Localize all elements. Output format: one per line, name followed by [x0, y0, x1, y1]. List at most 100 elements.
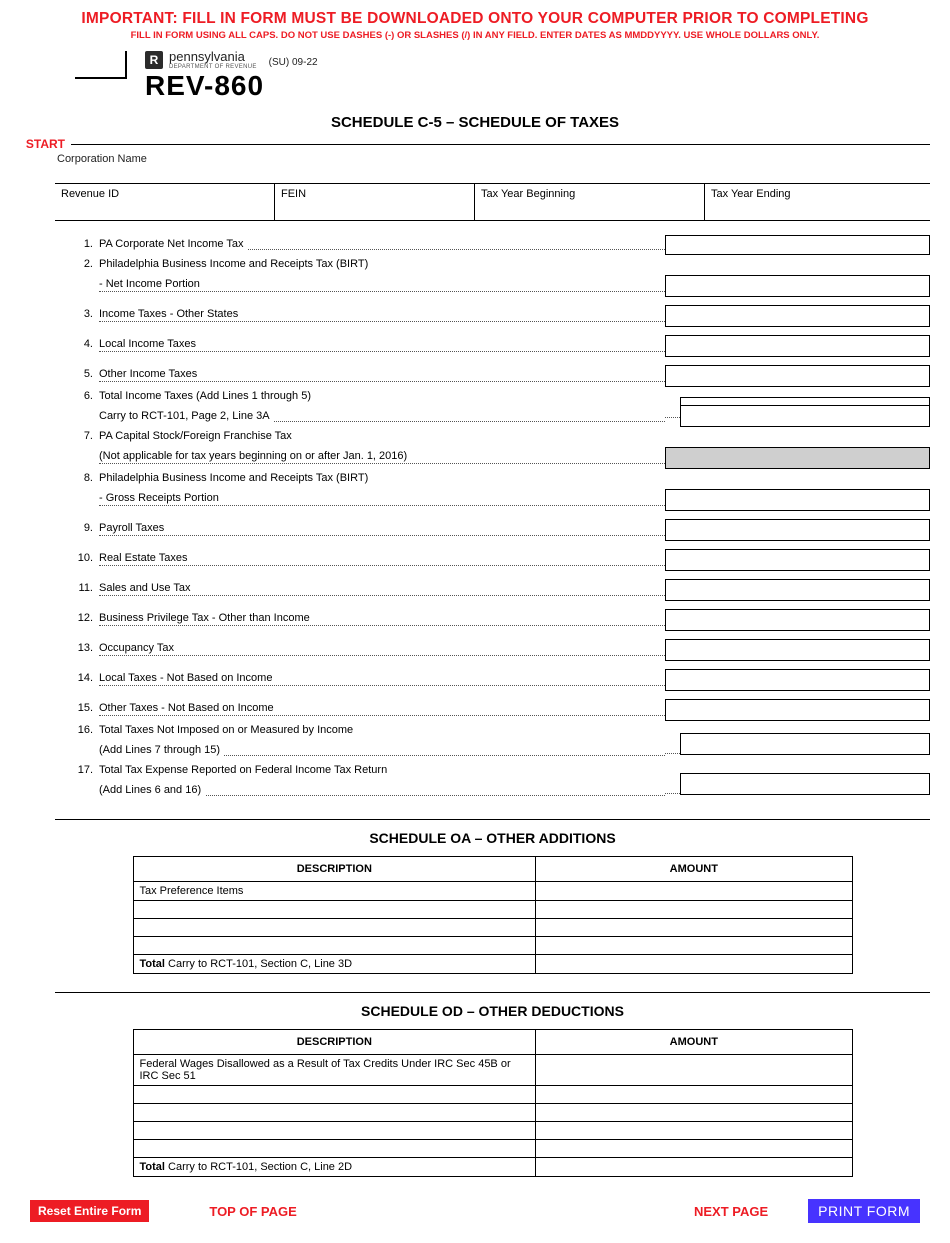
line-label: Other Taxes - Not Based on Income — [99, 699, 665, 721]
oa-row-amt[interactable] — [536, 901, 852, 919]
schedule-oa-table: DESCRIPTION AMOUNT Tax Preference Items … — [133, 856, 853, 974]
line-num: 8. — [55, 469, 99, 489]
start-label: START — [20, 137, 65, 151]
line-5-amount[interactable] — [665, 365, 930, 387]
line-16-amount[interactable] — [680, 733, 930, 755]
od-row-desc[interactable] — [133, 1104, 536, 1122]
next-page-link[interactable]: NEXT PAGE — [694, 1204, 768, 1219]
od-row-desc[interactable] — [133, 1140, 536, 1158]
line-6-amount-box[interactable] — [680, 405, 930, 427]
pa-logo-icon: R — [145, 51, 163, 69]
header-row: R pennsylvania DEPARTMENT OF REVENUE (SU… — [75, 49, 930, 102]
top-of-page-link[interactable]: TOP OF PAGE — [209, 1204, 296, 1219]
line-label: Occupancy Tax — [99, 639, 665, 661]
line-label: Total Tax Expense Reported on Federal In… — [99, 761, 665, 781]
line-label: Total Taxes Not Imposed on or Measured b… — [99, 721, 665, 741]
line-4-amount[interactable] — [665, 335, 930, 357]
line-num: 9. — [55, 519, 99, 541]
reset-form-button[interactable]: Reset Entire Form — [30, 1200, 149, 1222]
od-row-amt[interactable] — [536, 1104, 852, 1122]
line-label: (Add Lines 7 through 15) — [99, 741, 665, 761]
line-11-amount[interactable] — [665, 579, 930, 601]
od-row-amt[interactable] — [536, 1122, 852, 1140]
line-1-amount[interactable] — [665, 235, 930, 255]
line-12-amount[interactable] — [665, 609, 930, 631]
od-row-amt[interactable] — [536, 1140, 852, 1158]
schedule-od-title: SCHEDULE OD – OTHER DEDUCTIONS — [55, 1003, 930, 1019]
corp-name-field[interactable]: Corporation Name — [55, 151, 930, 184]
od-total-amt[interactable] — [536, 1158, 852, 1177]
line-num: 1. — [55, 235, 99, 255]
print-form-button[interactable]: PRINT FORM — [808, 1199, 920, 1223]
od-row-amt[interactable] — [536, 1086, 852, 1104]
line-13-amount[interactable] — [665, 639, 930, 661]
oa-row-desc[interactable] — [133, 937, 536, 955]
fein-field[interactable]: FEIN — [275, 184, 475, 220]
line-label: Sales and Use Tax — [99, 579, 665, 601]
oa-total-row: Total Carry to RCT-101, Section C, Line … — [133, 955, 536, 974]
line-label: Real Estate Taxes — [99, 549, 665, 571]
tax-year-begin-field[interactable]: Tax Year Beginning — [475, 184, 705, 220]
oa-row-amt[interactable] — [536, 919, 852, 937]
page-container: IMPORTANT: FILL IN FORM MUST BE DOWNLOAD… — [0, 0, 950, 1243]
line-num: 15. — [55, 699, 99, 721]
line-num: 12. — [55, 609, 99, 631]
revenue-id-field[interactable]: Revenue ID — [55, 184, 275, 220]
line-10-amount[interactable] — [665, 549, 930, 571]
line-label: Business Privilege Tax - Other than Inco… — [99, 609, 665, 631]
line-label: Local Income Taxes — [99, 335, 665, 357]
form-body: Corporation Name Revenue ID FEIN Tax Yea… — [55, 151, 930, 1177]
line-label: (Add Lines 6 and 16) — [99, 781, 665, 801]
line-3-amount[interactable] — [665, 305, 930, 327]
line-label: Total Income Taxes (Add Lines 1 through … — [99, 387, 665, 407]
schedule-c5-title: SCHEDULE C-5 – SCHEDULE OF TAXES — [20, 114, 930, 131]
line-9-amount[interactable] — [665, 519, 930, 541]
form-revision: (SU) 09-22 — [269, 57, 318, 70]
oa-col-amt: AMOUNT — [536, 857, 852, 882]
oa-row-desc[interactable] — [133, 901, 536, 919]
schedule-oa-title: SCHEDULE OA – OTHER ADDITIONS — [55, 830, 930, 846]
line-label: Payroll Taxes — [99, 519, 665, 541]
line-label: PA Capital Stock/Foreign Franchise Tax — [99, 427, 665, 447]
line-2-amount[interactable] — [665, 275, 930, 297]
line-8-amount[interactable] — [665, 489, 930, 511]
line-label: Philadelphia Business Income and Receipt… — [99, 469, 665, 489]
line-15-amount[interactable] — [665, 699, 930, 721]
tax-year-end-field[interactable]: Tax Year Ending — [705, 184, 930, 220]
oa-row-amt[interactable] — [536, 937, 852, 955]
od-row-desc[interactable] — [133, 1122, 536, 1140]
od-col-desc: DESCRIPTION — [133, 1030, 536, 1055]
line-7-amount — [665, 447, 930, 469]
warning-line-1: IMPORTANT: FILL IN FORM MUST BE DOWNLOAD… — [20, 10, 930, 28]
line-num: 4. — [55, 335, 99, 357]
id-row: Revenue ID FEIN Tax Year Beginning Tax Y… — [55, 184, 930, 221]
divider — [55, 819, 930, 820]
line-label: PA Corporate Net Income Tax — [99, 235, 665, 255]
line-label: Other Income Taxes — [99, 365, 665, 387]
logo-block: R pennsylvania DEPARTMENT OF REVENUE (SU… — [145, 49, 318, 102]
line-num: 16. — [55, 721, 99, 741]
schedule-od-table: DESCRIPTION AMOUNT Federal Wages Disallo… — [133, 1029, 853, 1177]
oa-row-desc[interactable]: Tax Preference Items — [133, 882, 536, 901]
warning-line-2: FILL IN FORM USING ALL CAPS. DO NOT USE … — [20, 30, 930, 41]
line-num: 14. — [55, 669, 99, 691]
line-17-amount[interactable] — [680, 773, 930, 795]
od-row-amt[interactable] — [536, 1055, 852, 1086]
od-total-row: Total Carry to RCT-101, Section C, Line … — [133, 1158, 536, 1177]
line-num: 11. — [55, 579, 99, 601]
line-label: (Not applicable for tax years beginning … — [99, 447, 665, 469]
line-label: - Net Income Portion — [99, 275, 665, 297]
od-row-desc[interactable]: Federal Wages Disallowed as a Result of … — [133, 1055, 536, 1086]
c5-lines: 1. PA Corporate Net Income Tax 2. Philad… — [55, 227, 930, 801]
state-name: pennsylvania — [169, 49, 257, 64]
od-row-desc[interactable] — [133, 1086, 536, 1104]
oa-col-desc: DESCRIPTION — [133, 857, 536, 882]
corp-name-label: Corporation Name — [57, 153, 147, 165]
line-14-amount[interactable] — [665, 669, 930, 691]
line-num: 7. — [55, 427, 99, 447]
divider — [55, 992, 930, 993]
oa-row-amt[interactable] — [536, 882, 852, 901]
oa-row-desc[interactable] — [133, 919, 536, 937]
footer: Reset Entire Form TOP OF PAGE NEXT PAGE … — [20, 1199, 930, 1223]
oa-total-amt[interactable] — [536, 955, 852, 974]
